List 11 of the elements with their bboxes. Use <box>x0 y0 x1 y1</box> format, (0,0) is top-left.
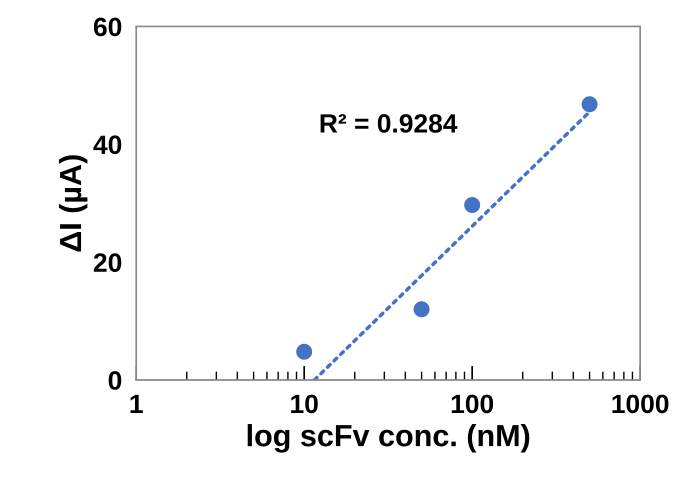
y-axis-title: ΔI (µA) <box>58 155 88 252</box>
x-tick-label: 10 <box>291 394 318 414</box>
x-tick-label: 1 <box>130 394 143 414</box>
x-axis-title: log scFv conc. (nM) <box>248 424 530 453</box>
x-tick-label: 1000 <box>612 394 668 414</box>
y-tick-label: 0 <box>108 371 122 390</box>
annotation: R² = 0.9284 <box>320 114 458 133</box>
y-tick-label: 40 <box>93 135 122 154</box>
x-tick-label: 100 <box>452 394 494 414</box>
y-tick-label: 20 <box>94 253 122 272</box>
y-tick-label: 60 <box>94 18 122 36</box>
